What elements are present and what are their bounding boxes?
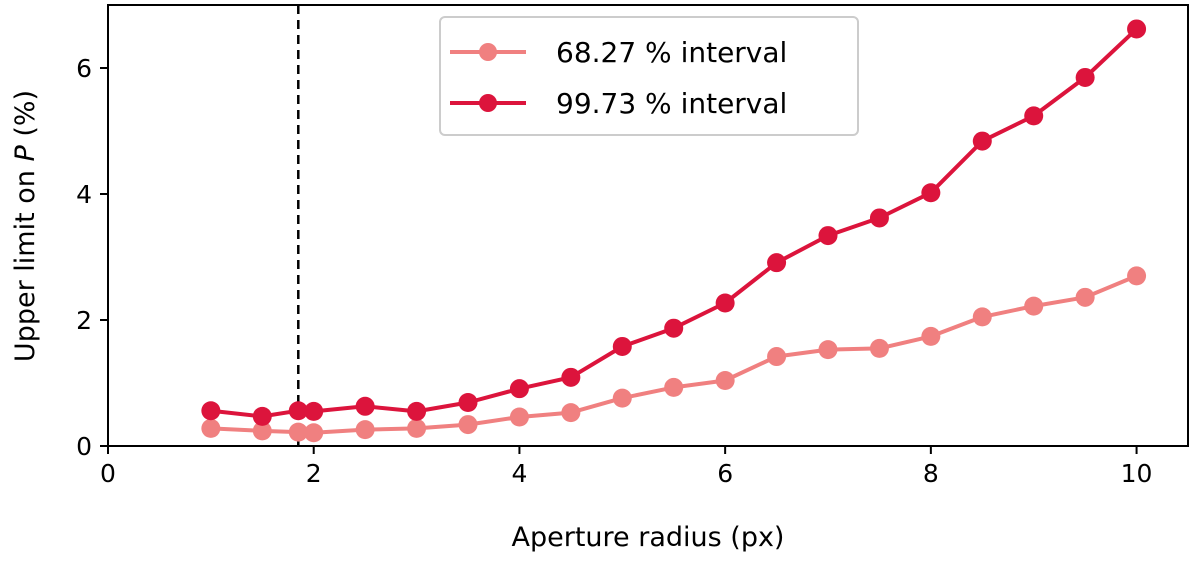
x-tick-label-3: 6 bbox=[717, 459, 733, 488]
legend-marker-99 bbox=[479, 94, 497, 112]
data-point-s0-11 bbox=[715, 370, 735, 390]
legend-entry-99: 99.73 % interval bbox=[450, 87, 787, 120]
data-point-s0-7 bbox=[509, 407, 529, 427]
data-point-s1-15 bbox=[921, 183, 941, 203]
data-point-s0-10 bbox=[664, 377, 684, 397]
data-point-s1-12 bbox=[767, 253, 787, 273]
data-point-s1-3 bbox=[304, 401, 324, 421]
x-tick-label-5: 10 bbox=[1121, 459, 1153, 488]
data-point-s0-18 bbox=[1075, 287, 1095, 307]
y-tick-label-0: 0 bbox=[76, 432, 92, 461]
data-point-s0-12 bbox=[767, 347, 787, 367]
data-point-s0-13 bbox=[818, 340, 838, 360]
data-point-s1-4 bbox=[355, 396, 375, 416]
y-tick-label-2: 4 bbox=[76, 180, 92, 209]
data-point-s1-1 bbox=[252, 406, 272, 426]
legend-entry-68: 68.27 % interval bbox=[450, 36, 787, 69]
data-point-s0-0 bbox=[201, 418, 221, 438]
data-point-s1-0 bbox=[201, 401, 221, 421]
ticks: 0 2 4 6 8 10 0 2 4 6 bbox=[76, 54, 1152, 488]
legend-marker-68 bbox=[479, 43, 497, 61]
data-point-s1-14 bbox=[869, 208, 889, 228]
data-point-s1-16 bbox=[972, 131, 992, 151]
data-point-s0-5 bbox=[407, 418, 427, 438]
data-point-s0-8 bbox=[561, 403, 581, 423]
x-tick-label-0: 0 bbox=[100, 459, 116, 488]
x-tick-label-1: 2 bbox=[306, 459, 322, 488]
data-point-s1-9 bbox=[612, 336, 632, 356]
data-point-s1-7 bbox=[509, 379, 529, 399]
data-point-s0-16 bbox=[972, 307, 992, 327]
data-point-s1-10 bbox=[664, 318, 684, 338]
data-point-s1-17 bbox=[1024, 106, 1044, 126]
legend-label-68: 68.27 % interval bbox=[556, 36, 787, 69]
data-point-s1-5 bbox=[407, 401, 427, 421]
data-point-s0-2 bbox=[288, 422, 308, 442]
data-point-s1-8 bbox=[561, 367, 581, 387]
axes-frame bbox=[107, 4, 1189, 447]
x-axis-label: Aperture radius (px) bbox=[512, 522, 785, 553]
legend-box bbox=[439, 16, 859, 136]
y-axis-label-prefix: Upper limit on bbox=[10, 162, 41, 363]
legend-label-99: 99.73 % interval bbox=[556, 87, 787, 120]
data-point-s0-1 bbox=[252, 421, 272, 441]
data-point-s0-15 bbox=[921, 326, 941, 346]
y-axis-label: Upper limit on P (%) bbox=[10, 90, 41, 362]
data-point-s0-14 bbox=[869, 338, 889, 358]
axes bbox=[107, 4, 1189, 447]
data-point-s1-11 bbox=[715, 293, 735, 313]
x-tick-label-2: 4 bbox=[511, 459, 527, 488]
y-tick-label-3: 6 bbox=[76, 54, 92, 83]
data-point-s0-19 bbox=[1127, 266, 1147, 286]
legend: 68.27 % interval 99.73 % interval bbox=[439, 16, 859, 136]
data-point-s0-3 bbox=[304, 423, 324, 443]
plot-area bbox=[201, 5, 1147, 446]
data-point-s1-19 bbox=[1127, 19, 1147, 39]
data-point-s1-2 bbox=[288, 401, 308, 421]
y-axis-label-suffix: (%) bbox=[10, 90, 41, 145]
data-point-s1-13 bbox=[818, 226, 838, 246]
y-axis-label-symbol: P bbox=[10, 145, 41, 162]
data-point-s0-9 bbox=[612, 388, 632, 408]
x-tick-label-4: 8 bbox=[923, 459, 939, 488]
data-point-s1-6 bbox=[458, 393, 478, 413]
data-point-s1-18 bbox=[1075, 67, 1095, 87]
y-tick-label-1: 2 bbox=[76, 306, 92, 335]
data-point-s0-17 bbox=[1024, 296, 1044, 316]
data-point-s0-6 bbox=[458, 415, 478, 435]
data-point-s0-4 bbox=[355, 420, 375, 440]
